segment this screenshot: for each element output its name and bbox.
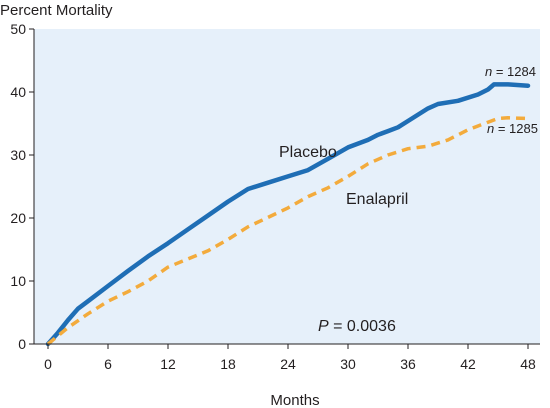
y-tick-label: 50 — [10, 21, 26, 37]
x-tick-label: 18 — [220, 356, 236, 372]
x-tick-label: 30 — [340, 356, 356, 372]
n-label-enalapril: n = 1285 — [487, 121, 538, 136]
series-layer — [45, 82, 531, 347]
x-tick-label: 6 — [104, 356, 112, 372]
ticks-layer: 0 6 12 18 24 30 36 42 48 0 10 20 30 40 50 — [10, 21, 536, 372]
y-tick-label: 0 — [18, 336, 26, 352]
y-tick-label: 30 — [10, 147, 26, 163]
p-value-annotation: P = 0.0036 — [318, 318, 396, 335]
series-line-placebo — [45, 82, 531, 347]
series-line-enalapril — [46, 116, 529, 346]
x-tick-label: 42 — [460, 356, 476, 372]
y-tick-label: 40 — [10, 84, 26, 100]
x-axis-title: Months — [270, 392, 319, 408]
x-tick-label: 48 — [520, 356, 536, 372]
x-tick-label: 0 — [44, 356, 52, 372]
series-label-enalapril: Enalapril — [346, 191, 408, 208]
plot-background — [34, 29, 540, 344]
n-label-placebo: n = 1284 — [485, 64, 536, 79]
x-tick-label: 24 — [280, 356, 296, 372]
x-tick-label: 12 — [160, 356, 176, 372]
axes-layer — [33, 29, 540, 345]
series-label-placebo: Placebo — [279, 144, 337, 161]
y-axis-title: Percent Mortality — [0, 2, 113, 19]
y-tick-label: 20 — [10, 210, 26, 226]
y-tick-label: 10 — [10, 273, 26, 289]
x-tick-label: 36 — [400, 356, 416, 372]
